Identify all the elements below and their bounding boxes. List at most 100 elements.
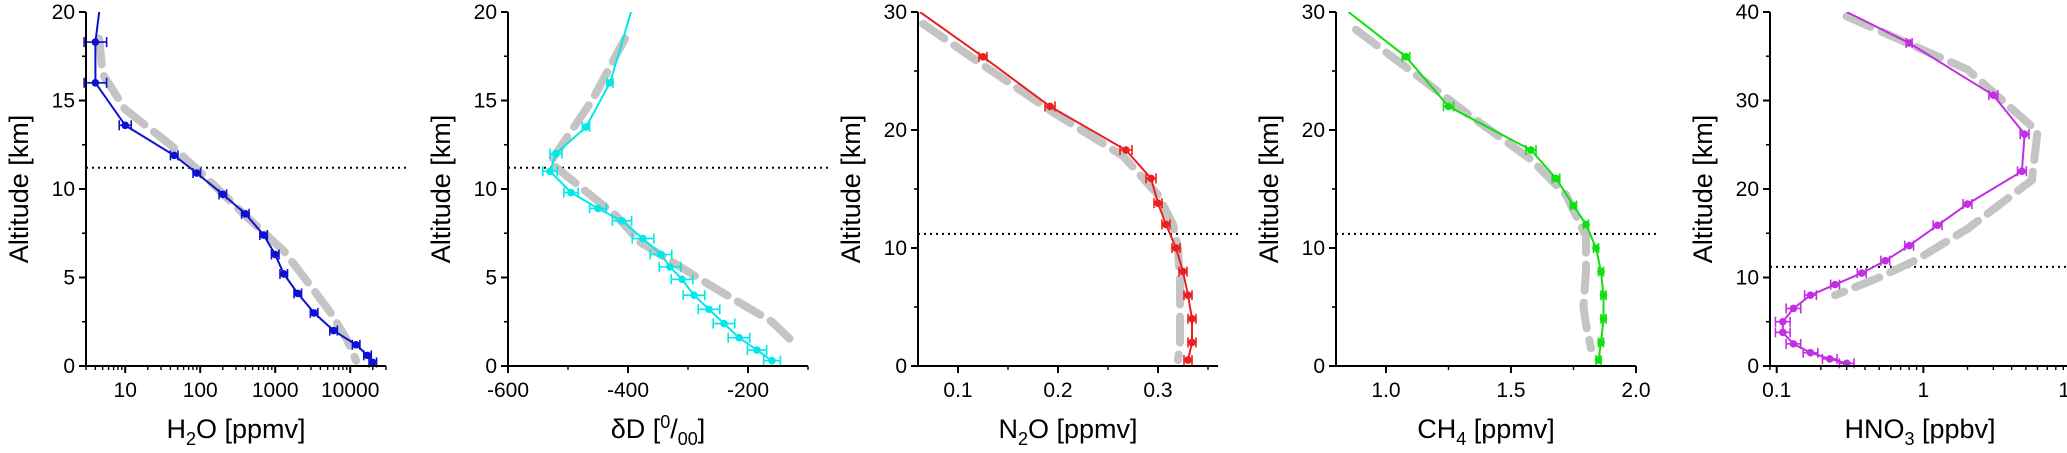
y-tick-label: 5	[485, 267, 497, 290]
data-point	[1402, 53, 1410, 61]
data-point	[1806, 348, 1815, 357]
data-point	[1184, 291, 1192, 300]
data-point	[329, 326, 338, 335]
data-point	[279, 270, 288, 278]
y-tick-label: 10	[1736, 267, 1759, 290]
y-tick-label: 5	[63, 267, 75, 290]
data-point	[121, 121, 130, 130]
data-point	[1154, 199, 1162, 207]
data-point	[678, 275, 686, 284]
y-axis-title: Altitude [km]	[4, 115, 34, 264]
y-tick-label: 10	[884, 237, 907, 260]
data-point	[1831, 280, 1839, 289]
y-axis-title: Altitude [km]	[836, 115, 866, 264]
y-tick-label: 20	[1736, 178, 1759, 201]
data-point	[1597, 338, 1605, 347]
x-tick-label: 10	[2058, 379, 2067, 402]
data-point	[594, 204, 602, 213]
model-profile	[1831, 12, 2042, 300]
data-point	[352, 340, 360, 349]
data-point	[1594, 356, 1603, 364]
data-point	[1122, 146, 1130, 154]
model-profile	[919, 19, 1184, 365]
data-point	[1778, 328, 1787, 337]
data-point	[363, 351, 372, 360]
data-point	[1444, 102, 1453, 111]
data-point	[1989, 91, 1998, 99]
data-point	[618, 217, 626, 225]
data-point	[720, 319, 728, 328]
x-axis-title: CH4 [ppmv]	[1417, 414, 1555, 449]
y-tick-label: 20	[474, 1, 497, 24]
y-tick-label: 30	[1302, 1, 1325, 24]
data-point	[1905, 241, 1913, 250]
data-point	[1172, 244, 1180, 252]
data-point	[1599, 291, 1608, 300]
data-point	[1179, 267, 1187, 276]
y-tick-label: 30	[1736, 90, 1759, 113]
data-point	[1597, 267, 1605, 276]
y-tick-label: 20	[884, 119, 907, 142]
x-tick-label: 0.2	[1043, 379, 1072, 402]
y-tick-label: 0	[63, 355, 75, 378]
data-point	[768, 356, 776, 365]
y-tick-label: 20	[1302, 119, 1325, 142]
panel-5: 0 10 20 30 40 0.1 1 10 Altitude [km] HNO3 [ppbv]	[1688, 1, 2067, 449]
y-axis-title: Altitude [km]	[426, 115, 456, 264]
panel-3: 0 10 20 30 0.1 0.2 0.3 Altitude [km] N2O [ppmv]	[836, 1, 1238, 449]
data-point	[1933, 221, 1942, 230]
x-axis-title: N2O [ppmv]	[998, 414, 1137, 449]
y-tick-label: 10	[474, 178, 497, 201]
data-point	[1778, 317, 1787, 326]
data-point	[293, 289, 302, 298]
x-tick-label: 100	[183, 379, 218, 402]
data-point	[979, 53, 987, 61]
y-tick-label: 0	[485, 355, 497, 378]
data-point	[1184, 356, 1192, 364]
measured-profile	[1781, 12, 2026, 365]
y-tick-label: 30	[884, 1, 907, 24]
data-point	[1162, 220, 1170, 229]
y-tick-label: 10	[52, 178, 75, 201]
data-point	[567, 188, 575, 197]
data-point	[735, 333, 743, 342]
y-tick-label: 20	[52, 1, 75, 24]
x-tick-label: 1	[1918, 379, 1930, 402]
x-tick-label: 1000	[252, 379, 299, 402]
data-point	[1592, 244, 1600, 252]
data-point	[666, 263, 674, 271]
measured-profile	[548, 12, 773, 362]
data-point	[546, 167, 554, 176]
data-point	[1789, 340, 1798, 348]
data-point	[218, 190, 227, 199]
data-point	[259, 231, 268, 239]
data-point	[192, 169, 201, 177]
y-axis-title: Altitude [km]	[1254, 115, 1284, 264]
data-point	[241, 209, 250, 218]
y-tick-label: 15	[52, 90, 75, 113]
data-point	[1963, 200, 1972, 208]
x-tick-label: 0.1	[1762, 379, 1791, 402]
data-point	[1582, 220, 1590, 229]
y-tick-label: 15	[474, 90, 497, 113]
data-point	[1046, 102, 1054, 111]
x-tick-label: 0.1	[943, 379, 972, 402]
x-tick-label: -400	[607, 379, 649, 402]
y-tick-label: 0	[1747, 355, 1759, 378]
data-point	[368, 358, 377, 367]
data-point	[552, 149, 560, 158]
x-tick-label: 10000	[321, 379, 379, 402]
data-point	[271, 250, 280, 259]
x-tick-label: -200	[727, 379, 769, 402]
data-point	[1188, 315, 1196, 323]
data-point	[1806, 291, 1815, 300]
data-point	[690, 291, 698, 300]
data-point	[657, 250, 665, 259]
data-point	[91, 79, 100, 87]
data-point	[2018, 167, 2026, 176]
x-tick-label: 1.5	[1496, 379, 1525, 402]
data-point	[753, 346, 761, 354]
y-tick-label: 0	[895, 355, 907, 378]
x-axis-title: δD [0/00]	[611, 412, 706, 449]
data-point	[606, 79, 614, 87]
